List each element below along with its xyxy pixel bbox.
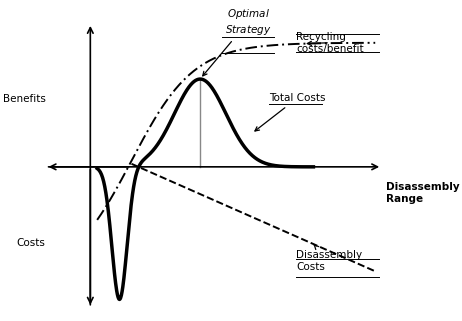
Text: Benefits: Benefits [3, 94, 46, 104]
Text: $\mathit{Optimal}$
$\mathit{Strategy}$: $\mathit{Optimal}$ $\mathit{Strategy}$ [203, 7, 271, 76]
Text: Disassembly
Costs: Disassembly Costs [296, 245, 362, 272]
Text: Costs: Costs [17, 238, 46, 247]
Text: Total Costs: Total Costs [255, 93, 325, 131]
Text: Disassembly
Range: Disassembly Range [385, 182, 459, 204]
Text: Recycling
costs/benefit: Recycling costs/benefit [296, 32, 364, 54]
